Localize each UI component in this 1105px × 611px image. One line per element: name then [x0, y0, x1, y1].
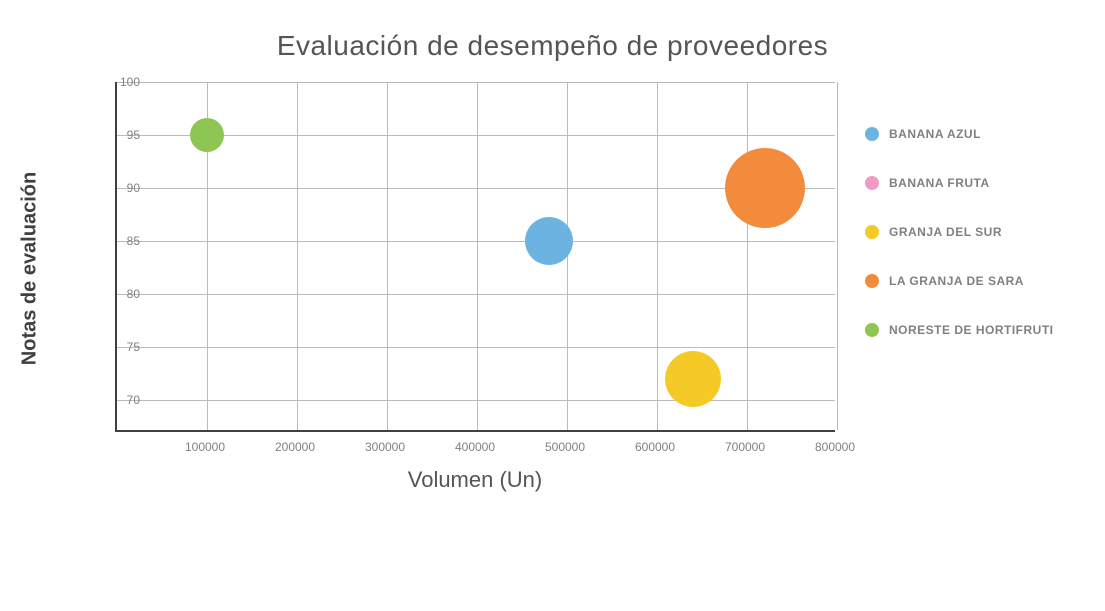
gridline-horizontal: [117, 82, 835, 83]
gridline-vertical: [387, 82, 388, 430]
legend-swatch: [865, 127, 879, 141]
y-tick-label: 100: [90, 75, 140, 89]
legend-swatch: [865, 323, 879, 337]
gridline-vertical: [657, 82, 658, 430]
legend-swatch: [865, 274, 879, 288]
legend-item[interactable]: NORESTE DE HORTIFRUTI: [865, 323, 1054, 337]
legend-label: BANANA AZUL: [889, 127, 981, 141]
legend-item[interactable]: BANANA FRUTA: [865, 176, 1054, 190]
bubble-banana-azul[interactable]: [525, 217, 573, 265]
gridline-horizontal: [117, 135, 835, 136]
gridline-vertical: [297, 82, 298, 430]
y-tick-label: 95: [90, 128, 140, 142]
x-tick-label: 100000: [185, 440, 225, 454]
y-tick-label: 85: [90, 234, 140, 248]
gridline-horizontal: [117, 241, 835, 242]
bubble-la-granja-de-sara[interactable]: [725, 148, 805, 228]
legend-label: BANANA FRUTA: [889, 176, 990, 190]
plot-region: 707580859095100: [115, 82, 835, 432]
x-tick-label: 700000: [725, 440, 765, 454]
gridline-horizontal: [117, 400, 835, 401]
gridline-horizontal: [117, 294, 835, 295]
y-tick-label: 80: [90, 287, 140, 301]
x-tick-label: 200000: [275, 440, 315, 454]
legend-label: GRANJA DEL SUR: [889, 225, 1002, 239]
y-tick-label: 70: [90, 393, 140, 407]
legend-label: NORESTE DE HORTIFRUTI: [889, 323, 1054, 337]
gridline-vertical: [747, 82, 748, 430]
legend-item[interactable]: GRANJA DEL SUR: [865, 225, 1054, 239]
x-tick-label: 300000: [365, 440, 405, 454]
x-tick-label: 600000: [635, 440, 675, 454]
chart-area: Notas de evaluación 707580859095100 Volu…: [85, 82, 1075, 512]
gridline-horizontal: [117, 347, 835, 348]
legend-label: LA GRANJA DE SARA: [889, 274, 1024, 288]
chart-title: Evaluación de desempeño de proveedores: [0, 30, 1105, 62]
legend-swatch: [865, 225, 879, 239]
x-tick-label: 400000: [455, 440, 495, 454]
bubble-granja-del-sur[interactable]: [665, 351, 721, 407]
gridline-vertical: [837, 82, 838, 430]
legend: BANANA AZUL BANANA FRUTA GRANJA DEL SUR LA …: [865, 127, 1054, 372]
x-tick-label: 500000: [545, 440, 585, 454]
y-tick-label: 90: [90, 181, 140, 195]
bubble-noreste-de-hortifruti[interactable]: [190, 118, 224, 152]
gridline-vertical: [477, 82, 478, 430]
legend-item[interactable]: BANANA AZUL: [865, 127, 1054, 141]
y-axis-title: Notas de evaluación: [19, 172, 42, 365]
legend-swatch: [865, 176, 879, 190]
x-axis-title: Volumen (Un): [408, 467, 543, 493]
y-tick-label: 75: [90, 340, 140, 354]
legend-item[interactable]: LA GRANJA DE SARA: [865, 274, 1054, 288]
bubble-chart: Evaluación de desempeño de proveedores N…: [0, 30, 1105, 512]
x-tick-label: 800000: [815, 440, 855, 454]
